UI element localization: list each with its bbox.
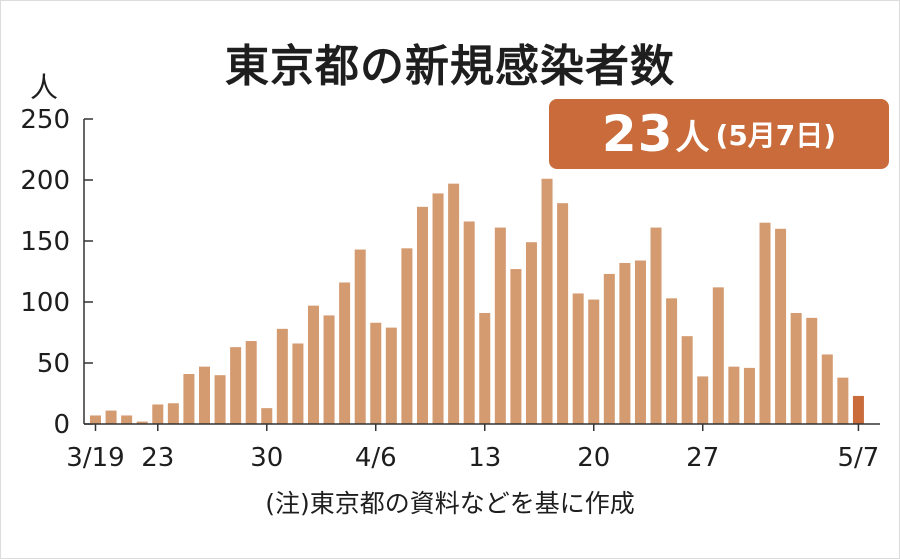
bar-4/9 [416, 206, 428, 424]
bar-4/22 [619, 262, 631, 424]
bar-4/3 [323, 315, 335, 424]
bar-4/2 [307, 305, 319, 424]
bar-4/17 [541, 178, 553, 424]
bar-4/7 [385, 327, 397, 424]
bar-3/27 [214, 375, 226, 424]
bar-4/26 [681, 336, 693, 424]
bar-4/16 [525, 242, 537, 424]
bar-4/27 [697, 376, 709, 424]
bar-4/14 [494, 227, 506, 424]
bar-5/3 [790, 312, 802, 424]
bar-4/19 [572, 293, 584, 424]
bar-5/6 [837, 377, 849, 424]
x-tick-label: 3/19 [66, 443, 124, 473]
bar-4/20 [588, 299, 600, 424]
bar-5/2 [775, 228, 787, 424]
y-tick-label: 200 [20, 166, 70, 196]
bar-3/24 [167, 403, 179, 424]
bar-5/1 [759, 222, 771, 424]
bar-4/30 [743, 367, 755, 424]
bar-3/28 [230, 347, 242, 424]
callout-value: 23 [601, 105, 674, 163]
x-tick-label: 30 [250, 443, 283, 473]
x-tick-label: 20 [577, 443, 610, 473]
y-tick-label: 150 [20, 227, 70, 257]
bar-5/4 [806, 317, 818, 424]
bar-4/21 [603, 273, 615, 424]
bar-4/12 [463, 221, 475, 424]
y-tick-label: 50 [37, 349, 70, 379]
bar-4/8 [401, 248, 413, 424]
bar-5/5 [821, 354, 833, 424]
latest-value-callout: 23 人 (5月7日) [549, 99, 889, 169]
bar-3/29 [245, 341, 257, 424]
bar-4/6 [370, 322, 382, 424]
source-note: (注)東京都の資料などを基に作成 [265, 489, 635, 518]
bar-3/22 [136, 421, 148, 424]
y-tick-label: 250 [20, 105, 70, 135]
callout-date: (5月7日) [715, 119, 837, 152]
bar-4/24 [650, 227, 662, 424]
x-tick-label: 5/7 [838, 443, 880, 473]
bar-3/30 [261, 408, 273, 424]
bar-4/25 [666, 298, 678, 424]
bar-4/5 [354, 249, 366, 424]
bar-3/20 [105, 410, 117, 424]
bar-4/29 [728, 366, 740, 424]
bar-4/15 [510, 269, 522, 424]
y-tick-label: 0 [53, 410, 70, 440]
x-tick-label: 23 [141, 443, 174, 473]
x-tick-label: 27 [686, 443, 719, 473]
x-axis: 3/19 23 30 4/6 13 20 27 5/7 [66, 423, 880, 473]
bar-4/1 [292, 343, 304, 424]
bar-3/25 [183, 373, 195, 424]
bar-5/7 [852, 395, 864, 424]
bar-4/28 [712, 287, 724, 424]
y-axis-unit-label: 人 [30, 71, 59, 104]
bar-4/10 [432, 193, 444, 424]
bar-chart: 0 50 100 150 200 250 3/19 23 30 4/6 13 20 27 5/7 [20, 105, 880, 473]
bar-3/21 [121, 415, 133, 424]
x-tick-label: 4/6 [355, 443, 397, 473]
y-axis: 0 50 100 150 200 250 [20, 105, 93, 440]
bar-3/23 [152, 404, 164, 424]
bar-4/18 [557, 203, 569, 424]
bar-3/31 [276, 328, 288, 424]
bar-3/26 [198, 366, 210, 424]
x-tick-label: 13 [468, 443, 501, 473]
bar-4/23 [634, 260, 646, 424]
chart-title: 東京都の新規感染者数 [225, 41, 675, 92]
bar-4/11 [448, 183, 460, 424]
bars [90, 178, 864, 424]
bar-4/13 [479, 312, 491, 424]
bar-4/4 [339, 282, 351, 424]
callout-unit: 人 [675, 117, 710, 158]
bar-3/19 [90, 415, 101, 424]
y-tick-label: 100 [20, 288, 70, 318]
